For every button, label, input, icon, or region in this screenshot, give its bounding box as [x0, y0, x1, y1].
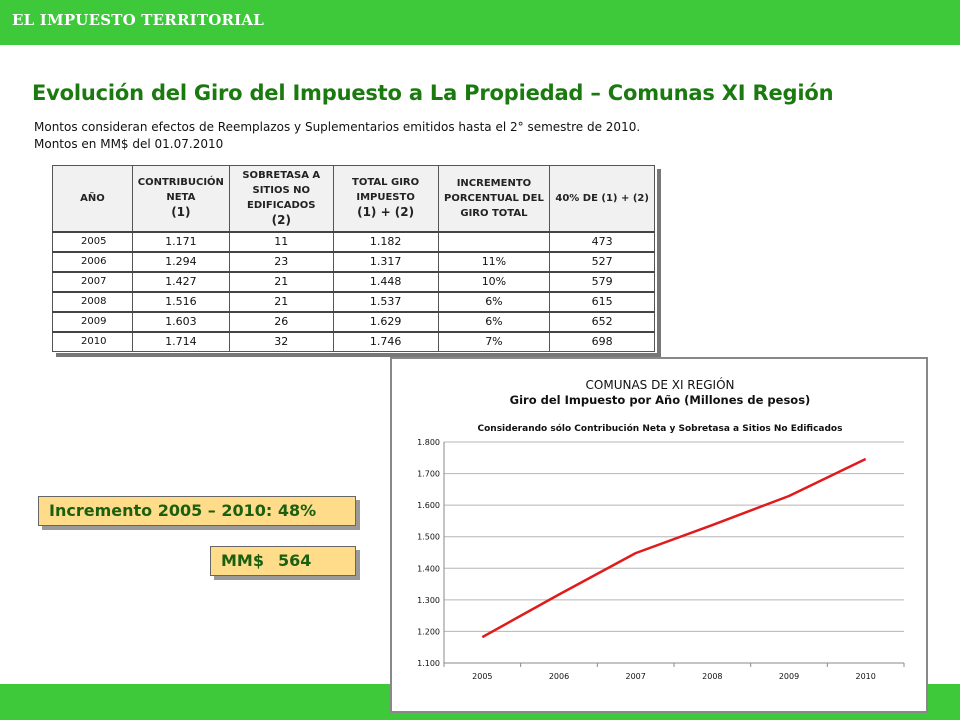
cell-incremento: 11% [437, 250, 551, 272]
y-tick-label: 1.800 [417, 438, 440, 447]
cell-incremento: 6% [437, 290, 551, 312]
cell-sobretasa: 21 [228, 270, 334, 292]
cell-sobretasa: 11 [228, 230, 334, 252]
cell-contribucion: 1.294 [131, 250, 230, 272]
x-tick-label: 2010 [855, 672, 875, 681]
cell-sobretasa: 21 [228, 290, 334, 312]
cell-year: 2010 [52, 330, 133, 352]
cell-total: 1.182 [332, 230, 439, 252]
cell-year: 2005 [52, 230, 133, 252]
cell-40pct: 473 [549, 230, 655, 252]
table-row: 2005 1.171 11 1.182 473 [52, 230, 655, 252]
mm-value: 564 [277, 551, 312, 570]
table-row: 2008 1.516 21 1.537 6% 615 [52, 290, 655, 312]
cell-sobretasa: 26 [228, 310, 334, 332]
cell-contribucion: 1.516 [131, 290, 230, 312]
cell-sobretasa: 23 [228, 250, 334, 272]
cell-sobretasa: 32 [228, 330, 334, 352]
cell-40pct: 527 [549, 250, 655, 272]
data-table: AÑO CONTRIBUCIÓN NETA (1) SOBRETASA A SIT… [52, 165, 655, 352]
cell-year: 2009 [52, 310, 133, 332]
table-row: 2009 1.603 26 1.629 6% 652 [52, 310, 655, 332]
cell-total: 1.629 [332, 310, 439, 332]
x-tick-label: 2007 [625, 672, 645, 681]
cell-incremento: 10% [437, 270, 551, 292]
cell-40pct: 579 [549, 270, 655, 292]
cell-40pct: 652 [549, 310, 655, 332]
cell-total: 1.746 [332, 330, 439, 352]
cell-total: 1.448 [332, 270, 439, 292]
table-header-row: AÑO CONTRIBUCIÓN NETA (1) SOBRETASA A SIT… [52, 165, 655, 232]
cell-incremento [437, 230, 551, 252]
y-tick-label: 1.400 [417, 564, 440, 573]
header-40-percent: 40% DE (1) + (2) [549, 165, 655, 232]
table-row: 2010 1.714 32 1.746 7% 698 [52, 330, 655, 352]
cell-total: 1.537 [332, 290, 439, 312]
table-row: 2006 1.294 23 1.317 11% 527 [52, 250, 655, 272]
page-title: Evolución del Giro del Impuesto a La Pro… [32, 81, 834, 105]
y-tick-label: 1.100 [417, 659, 440, 668]
cell-year: 2006 [52, 250, 133, 272]
cell-year: 2007 [52, 270, 133, 292]
y-tick-label: 1.700 [417, 470, 440, 479]
cell-total: 1.317 [332, 250, 439, 272]
cell-contribucion: 1.603 [131, 310, 230, 332]
increment-callout: Incremento 2005 – 2010: 48% [38, 496, 356, 526]
x-tick-label: 2008 [702, 672, 722, 681]
cell-contribucion: 1.714 [131, 330, 230, 352]
table-row: 2007 1.427 21 1.448 10% 579 [52, 270, 655, 292]
cell-40pct: 698 [549, 330, 655, 352]
chart-subtitle: Giro del Impuesto por Año (Millones de p… [510, 393, 811, 407]
header-total-giro: TOTAL GIRO IMPUESTO (1) + (2) [332, 165, 439, 232]
y-tick-label: 1.300 [417, 596, 440, 605]
x-tick-label: 2009 [779, 672, 799, 681]
cell-year: 2008 [52, 290, 133, 312]
header-bar: EL IMPUESTO TERRITORIAL [0, 0, 960, 45]
header-contribucion-neta: CONTRIBUCIÓN NETA (1) [131, 165, 230, 232]
x-tick-label: 2006 [549, 672, 569, 681]
cell-contribucion: 1.427 [131, 270, 230, 292]
y-tick-label: 1.600 [417, 501, 440, 510]
cell-contribucion: 1.171 [131, 230, 230, 252]
cell-incremento: 7% [437, 330, 551, 352]
chart-area: COMUNAS DE XI REGIÓN Giro del Impuesto p… [402, 369, 918, 703]
header-sobretasa: SOBRETASA A SITIOS NO EDIFICADOS (2) [228, 165, 334, 232]
line-chart: COMUNAS DE XI REGIÓN Giro del Impuesto p… [417, 377, 905, 681]
series-line [481, 457, 867, 639]
x-tick-label: 2005 [472, 672, 492, 681]
header-title: EL IMPUESTO TERRITORIAL [12, 11, 264, 29]
note-line-2: Montos en MM$ del 01.07.2010 [34, 137, 224, 151]
mm-callout: MM$ 564 [210, 546, 356, 576]
data-table-container: AÑO CONTRIBUCIÓN NETA (1) SOBRETASA A SIT… [52, 165, 657, 353]
y-tick-label: 1.500 [417, 533, 440, 542]
chart-title: COMUNAS DE XI REGIÓN [586, 377, 735, 392]
header-incremento: INCREMENTO PORCENTUAL DEL GIRO TOTAL [437, 165, 551, 232]
y-tick-label: 1.200 [417, 627, 440, 636]
mm-label: MM$ [221, 551, 264, 570]
chart-frame: COMUNAS DE XI REGIÓN Giro del Impuesto p… [390, 357, 928, 713]
header-anio: AÑO [52, 165, 133, 232]
note-line-1: Montos consideran efectos de Reemplazos … [34, 120, 641, 134]
chart-note: Considerando sólo Contribución Neta y So… [478, 423, 843, 434]
cell-incremento: 6% [437, 310, 551, 332]
cell-40pct: 615 [549, 290, 655, 312]
